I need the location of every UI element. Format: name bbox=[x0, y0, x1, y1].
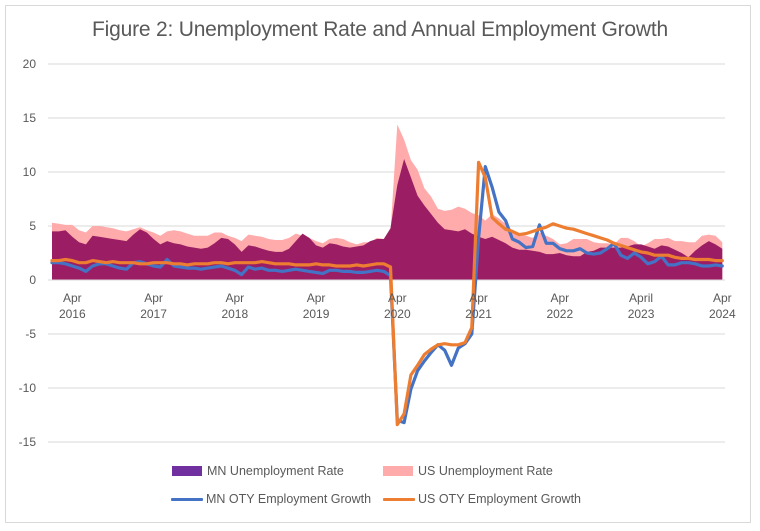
x-tick-label-month: Apr bbox=[388, 291, 407, 305]
legend-item-us-unemployment[interactable]: US Unemployment Rate bbox=[383, 464, 553, 478]
x-tick-label-month: Apr bbox=[713, 291, 732, 305]
x-tick-label-month: Apr bbox=[144, 291, 163, 305]
y-tick-label: 0 bbox=[29, 273, 36, 287]
y-tick-label: 20 bbox=[23, 57, 37, 71]
legend-label: US OTY Employment Growth bbox=[418, 492, 582, 506]
x-tick-label-year: 2022 bbox=[546, 307, 573, 321]
x-tick-label-year: 2023 bbox=[628, 307, 655, 321]
legend-swatch bbox=[172, 466, 202, 476]
x-tick-label-year: 2019 bbox=[303, 307, 330, 321]
x-tick-label-month: April bbox=[629, 291, 653, 305]
area-mn-unemployment-rate bbox=[52, 159, 723, 280]
chart-title: Figure 2: Unemployment Rate and Annual E… bbox=[92, 18, 668, 41]
gridlines bbox=[48, 63, 725, 443]
y-tick-label: 15 bbox=[23, 111, 37, 125]
legend-item-mn-unemployment[interactable]: MN Unemployment Rate bbox=[172, 464, 344, 478]
x-tick-label-month: Apr bbox=[550, 291, 569, 305]
y-tick-label: -5 bbox=[25, 327, 36, 341]
x-tick-label-year: 2024 bbox=[709, 307, 736, 321]
y-tick-label: 5 bbox=[29, 219, 36, 233]
y-axis-ticks: 20 15 10 5 0 -5 -10 -15 bbox=[19, 57, 37, 449]
legend-swatch bbox=[383, 497, 415, 501]
legend-label: MN OTY Employment Growth bbox=[206, 492, 372, 506]
x-tick-label-year: 2020 bbox=[384, 307, 411, 321]
legend-item-us-oty-growth[interactable]: US OTY Employment Growth bbox=[383, 492, 581, 506]
x-tick-label-month: Apr bbox=[225, 291, 244, 305]
line-us-oty-employment-growth bbox=[50, 160, 724, 427]
legend-swatch bbox=[383, 466, 413, 476]
x-tick-label-month: Apr bbox=[307, 291, 326, 305]
legend-label: US Unemployment Rate bbox=[418, 464, 553, 478]
x-tick-label-year: 2018 bbox=[221, 307, 248, 321]
x-axis-ticks: Apr 2016 Apr 2017 Apr 2018 Apr 2019 Apr 2020 Apr 20… bbox=[59, 291, 736, 321]
y-tick-label: 10 bbox=[23, 165, 37, 179]
x-tick-label-year: 2017 bbox=[140, 307, 167, 321]
y-tick-label: -10 bbox=[19, 381, 37, 395]
x-tick-label-month: Apr bbox=[63, 291, 82, 305]
x-tick-label-year: 2021 bbox=[465, 307, 492, 321]
x-tick-label-month: Apr bbox=[469, 291, 488, 305]
area-series bbox=[52, 124, 723, 280]
legend-label: MN Unemployment Rate bbox=[207, 464, 344, 478]
line-series bbox=[50, 160, 724, 427]
y-tick-label: -15 bbox=[19, 435, 37, 449]
x-tick-label-year: 2016 bbox=[59, 307, 86, 321]
legend-item-mn-oty-growth[interactable]: MN OTY Employment Growth bbox=[171, 492, 371, 506]
legend-swatch bbox=[171, 497, 203, 501]
